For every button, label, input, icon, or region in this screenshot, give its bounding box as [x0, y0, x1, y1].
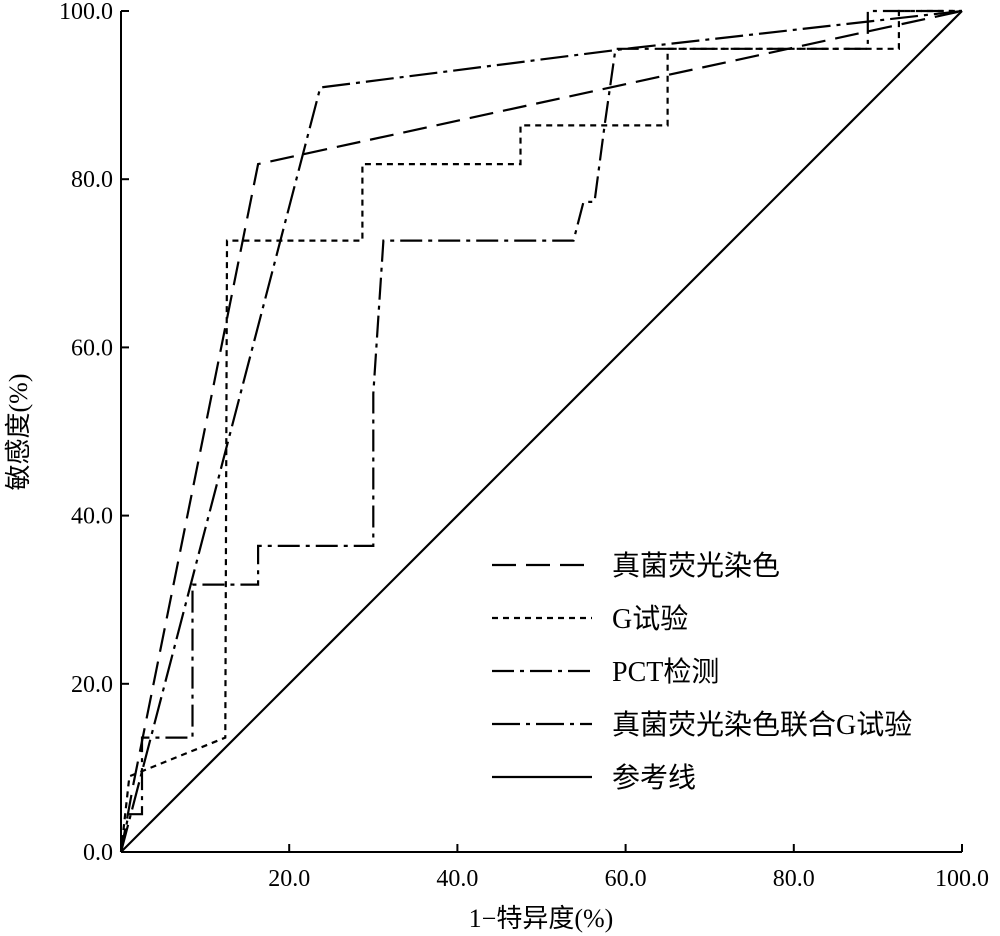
- y-tick-label: 0.0: [83, 840, 113, 866]
- x-tick-label: 40.0: [436, 866, 478, 892]
- legend-label-2: G试验: [612, 603, 688, 635]
- series-line-2: [119, 9, 962, 853]
- series-line-5: [120, 10, 963, 853]
- x-axis-title: 1−特异度(%): [469, 904, 614, 933]
- legend-label-3: PCT检测: [612, 656, 719, 688]
- x-tick-label: 80.0: [773, 866, 815, 892]
- x-tick-label: 60.0: [605, 866, 647, 892]
- y-tick-label: 60.0: [71, 335, 113, 361]
- y-axis-title: 敏感度(%): [4, 374, 33, 491]
- series-line-1: [119, 9, 963, 853]
- x-tick-label: 100.0: [935, 866, 989, 892]
- axes: 0.0 20.0 40.0 60.0 80.0 100.0 20.0 40.0 60.0 80.0…: [59, 0, 989, 892]
- y-tick-label: 20.0: [71, 672, 113, 698]
- x-tick-label: 20.0: [268, 866, 310, 892]
- y-tick-label: 40.0: [71, 504, 113, 530]
- legend-label-5: 参考线: [612, 762, 696, 794]
- series-line-4: [119, 9, 963, 853]
- y-tick-label: 80.0: [71, 167, 113, 193]
- legend-label-4: 真菌荧光染色联合G试验: [612, 709, 912, 741]
- legend-label-1: 真菌荧光染色: [612, 550, 780, 582]
- y-tick-label: 100.0: [59, 0, 113, 25]
- series-lines: [119, 9, 963, 853]
- series-line-3: [119, 9, 962, 853]
